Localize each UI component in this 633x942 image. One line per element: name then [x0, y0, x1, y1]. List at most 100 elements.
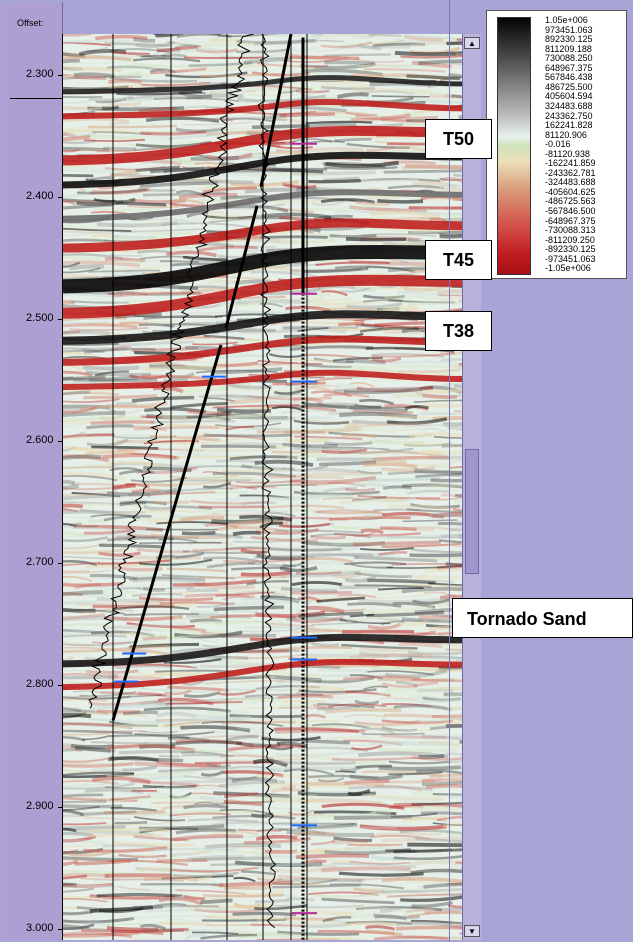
- reflection-stroke: [357, 64, 398, 68]
- reflection-stroke: [400, 54, 463, 59]
- reflection-stroke: [437, 686, 463, 691]
- reflection-stroke: [246, 580, 289, 586]
- reflection-stroke: [317, 668, 369, 674]
- reflection-stroke: [225, 546, 269, 550]
- reflection-stroke: [255, 685, 320, 691]
- reflection-stroke: [141, 229, 197, 236]
- reflection-stroke: [293, 385, 333, 393]
- reflection-stroke: [63, 747, 116, 753]
- reflection-stroke: [63, 526, 122, 533]
- reflection-stroke: [438, 294, 463, 297]
- reflection-stroke: [91, 445, 159, 450]
- reflection-stroke: [105, 392, 194, 400]
- reflection-stroke: [91, 187, 150, 195]
- reflection-stroke: [409, 40, 463, 48]
- reflection-stroke: [136, 217, 197, 225]
- reflection-stroke: [91, 768, 122, 773]
- reflection-stroke: [266, 405, 337, 413]
- reflection-stroke: [454, 410, 463, 413]
- reflection-stroke: [381, 542, 461, 548]
- reflection-stroke: [102, 511, 169, 516]
- colorbar-label: -486725.563: [545, 196, 596, 207]
- colorbar-label: -892330.125: [545, 244, 596, 255]
- reflection-stroke: [275, 729, 366, 734]
- reflection-stroke: [359, 824, 447, 831]
- reflection-stroke: [63, 293, 111, 298]
- reflection-stroke: [236, 935, 265, 940]
- reflection-stroke: [111, 927, 189, 933]
- reflection-stroke: [63, 238, 116, 244]
- reflection-stroke: [219, 689, 256, 696]
- reflection-stroke: [448, 794, 463, 799]
- reflection-stroke: [295, 89, 330, 94]
- reflection-stroke: [423, 568, 463, 573]
- vertical-scrollbar[interactable]: ▲ ▼: [462, 34, 481, 940]
- reflection-stroke: [158, 766, 227, 773]
- reflection-stroke: [230, 180, 299, 187]
- reflection-stroke: [63, 374, 106, 381]
- reflection-stroke: [407, 842, 463, 848]
- reflection-stroke: [313, 810, 397, 816]
- reflection-stroke: [215, 589, 291, 596]
- reflection-stroke: [84, 450, 136, 456]
- reflection-stroke: [324, 60, 374, 66]
- reflection-stroke: [63, 822, 107, 826]
- reflection-stroke: [108, 291, 148, 296]
- reflection-stroke: [162, 393, 206, 401]
- reflection-stroke: [140, 54, 172, 58]
- reflection-stroke: [256, 828, 289, 833]
- reflection-stroke: [85, 461, 124, 468]
- reflection-stroke: [194, 801, 218, 806]
- reflection-stroke: [172, 834, 244, 842]
- reflection-stroke: [320, 608, 366, 612]
- reflection-stroke: [183, 691, 221, 698]
- reflection-stroke: [256, 865, 279, 873]
- reflection-stroke: [176, 454, 256, 459]
- reflection-stroke: [210, 863, 282, 867]
- reflection-stroke: [182, 894, 205, 901]
- reflection-stroke: [378, 696, 421, 704]
- reflection-stroke: [200, 898, 233, 905]
- reflection-stroke: [222, 281, 249, 286]
- reflection-stroke: [440, 76, 463, 82]
- reflection-stroke: [323, 166, 398, 170]
- reflection-stroke: [317, 46, 345, 53]
- reflection-stroke: [418, 216, 445, 222]
- scroll-up-button[interactable]: ▲: [464, 37, 480, 49]
- reflection-stroke: [250, 270, 316, 278]
- reflection-stroke: [153, 847, 237, 852]
- reflection-stroke: [237, 94, 326, 103]
- reflection-stroke: [202, 696, 277, 702]
- reflection-stroke: [130, 915, 217, 920]
- reflection-stroke: [354, 571, 413, 578]
- reflection-stroke: [240, 547, 267, 555]
- reflection-stroke: [171, 625, 207, 633]
- reflection-stroke: [297, 327, 329, 333]
- reflection-stroke: [88, 269, 160, 273]
- reflection-stroke: [63, 227, 132, 232]
- reflection-stroke: [92, 776, 151, 784]
- reflection-stroke: [351, 744, 383, 751]
- reflection-stroke: [166, 567, 228, 573]
- reflection-stroke: [392, 908, 435, 912]
- reflection-stroke: [292, 445, 362, 452]
- reflection-stroke: [453, 499, 463, 504]
- scroll-down-button[interactable]: ▼: [464, 925, 480, 937]
- reflection-stroke: [443, 718, 463, 724]
- reflection-stroke: [298, 722, 354, 729]
- tick-label-2300: 2.300: [26, 68, 54, 80]
- reflection-stroke: [430, 478, 463, 483]
- scroll-thumb[interactable]: [465, 449, 479, 574]
- reflection-stroke: [338, 321, 364, 327]
- horizon-label-t45: T45: [425, 240, 492, 280]
- reflection-stroke: [428, 455, 463, 460]
- seismic-section[interactable]: [62, 34, 463, 940]
- reflection-stroke: [217, 525, 289, 534]
- reflection-stroke: [213, 605, 284, 612]
- reflection-stroke: [439, 233, 463, 239]
- reflection-stroke: [155, 554, 179, 560]
- reflection-stroke: [233, 876, 256, 883]
- reflection-stroke: [347, 602, 402, 608]
- reflection-stroke: [137, 187, 176, 192]
- reflection-stroke: [122, 121, 158, 127]
